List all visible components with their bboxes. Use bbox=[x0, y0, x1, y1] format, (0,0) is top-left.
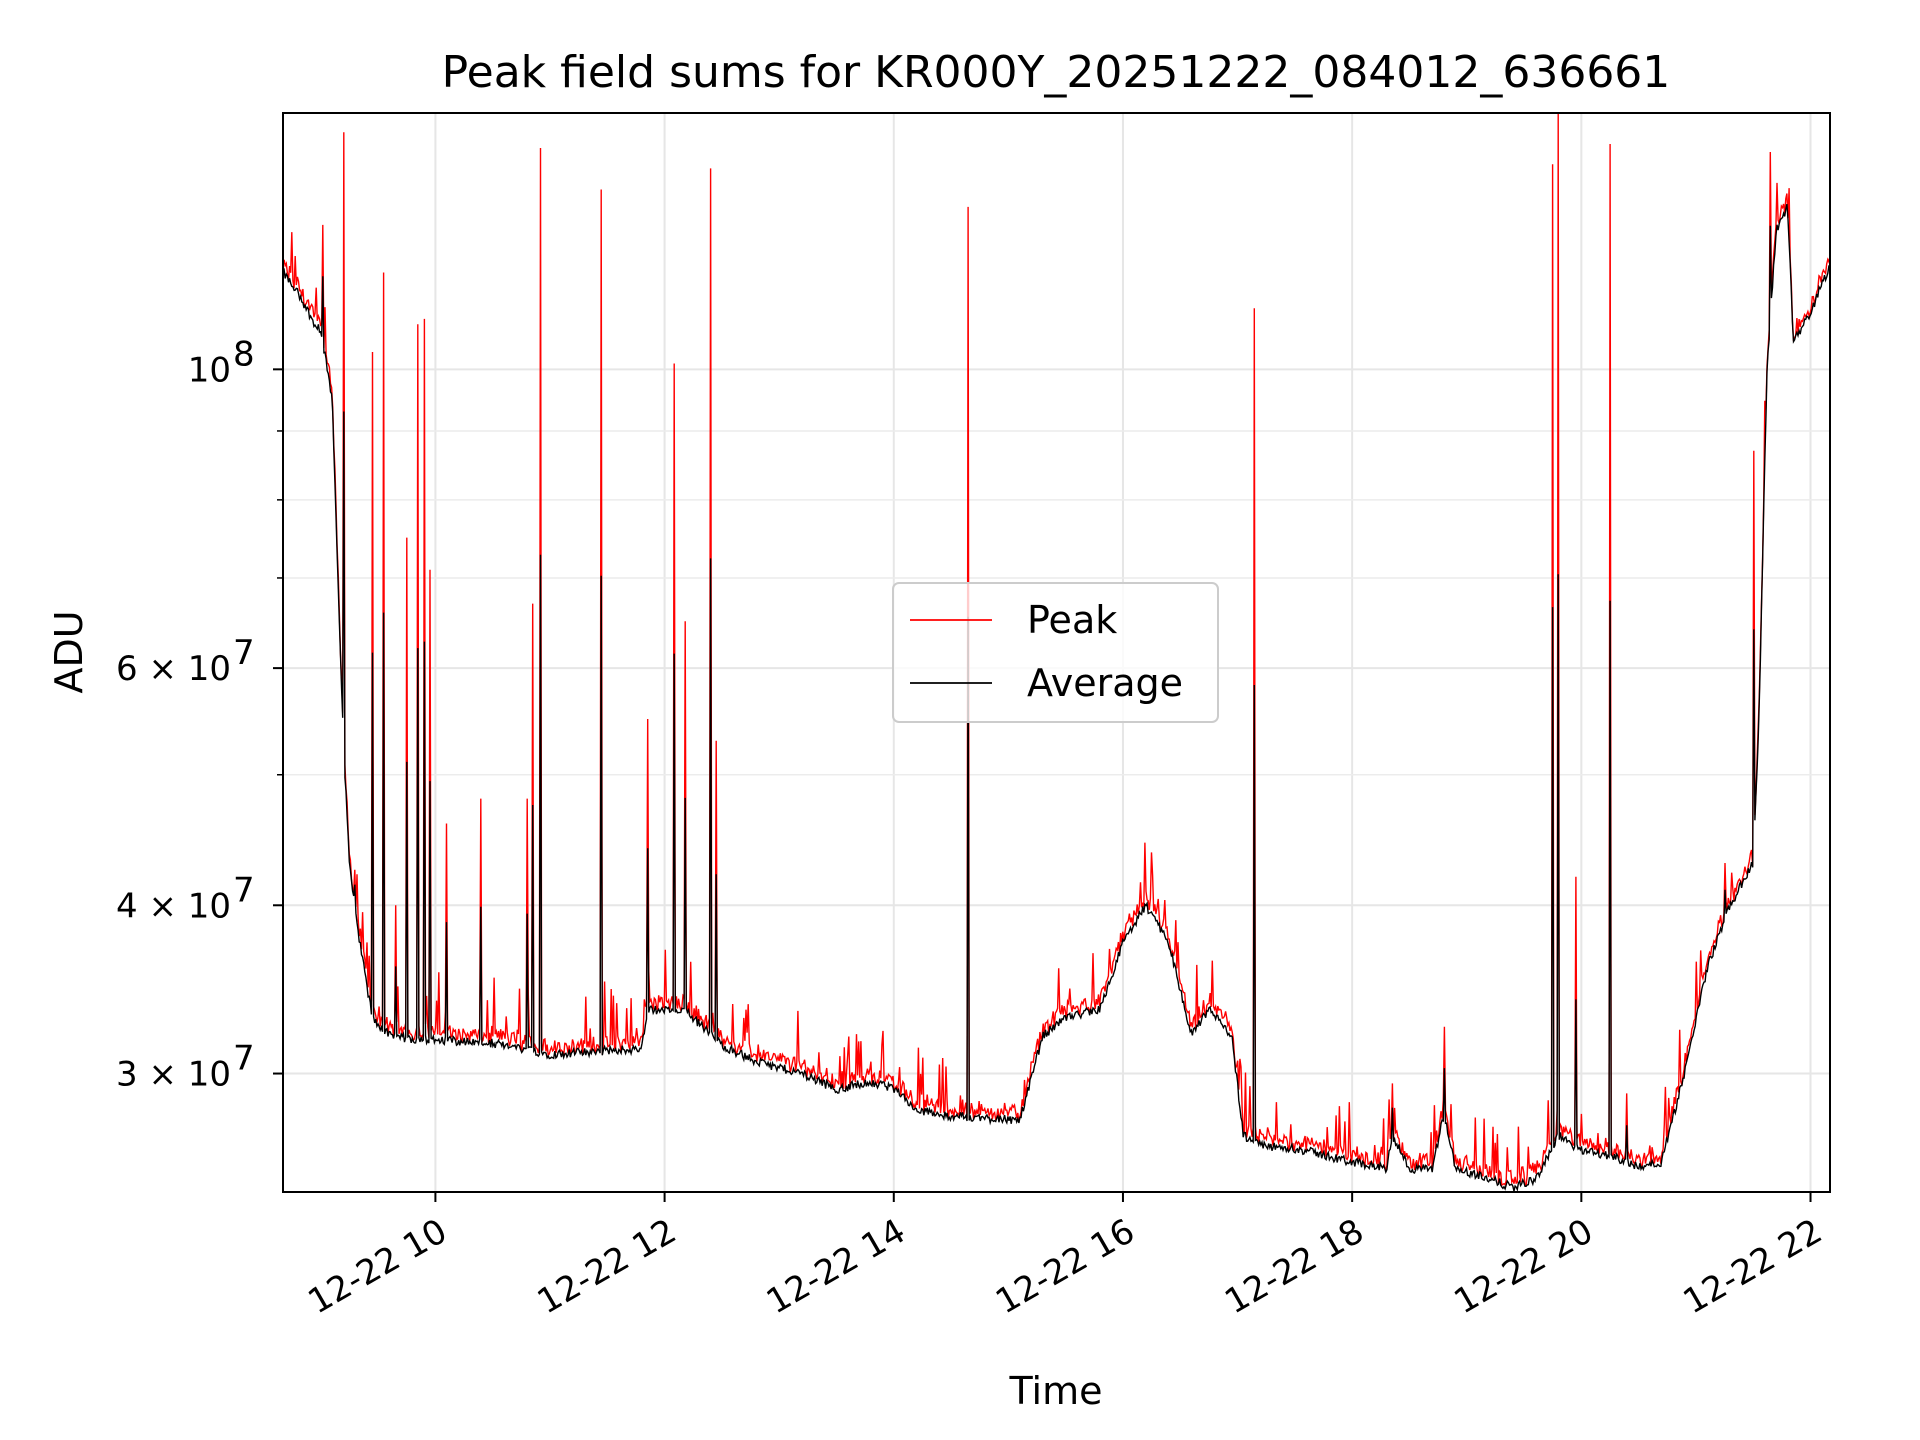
series-line-average bbox=[282, 203, 1831, 1192]
legend-label-peak: Peak bbox=[1027, 598, 1117, 642]
y-tick-label: 3 × 10 bbox=[116, 1055, 231, 1095]
x-axis-label: Time bbox=[1009, 1369, 1103, 1413]
plot-frame bbox=[282, 112, 1831, 1193]
y-tick-label: 4 × 10 bbox=[116, 886, 231, 926]
legend-box bbox=[892, 582, 1219, 723]
chart-title: Peak field sums for KR000Y_20251222_0840… bbox=[442, 47, 1671, 98]
y-tick-exponent: 8 bbox=[233, 334, 255, 374]
series-layer bbox=[282, 112, 1831, 1192]
y-tick-exponent: 7 bbox=[233, 1039, 255, 1079]
series-line-peak bbox=[282, 112, 1831, 1187]
legend: Peak Average bbox=[892, 582, 1219, 723]
y-axis-label: ADU bbox=[47, 610, 91, 693]
y-tick-exponent: 7 bbox=[233, 633, 255, 673]
y-tick-exponent: 7 bbox=[233, 870, 255, 910]
y-tick-label: 6 × 10 bbox=[116, 649, 231, 689]
legend-label-average: Average bbox=[1027, 661, 1183, 705]
y-tick-label: 10 bbox=[188, 350, 231, 390]
